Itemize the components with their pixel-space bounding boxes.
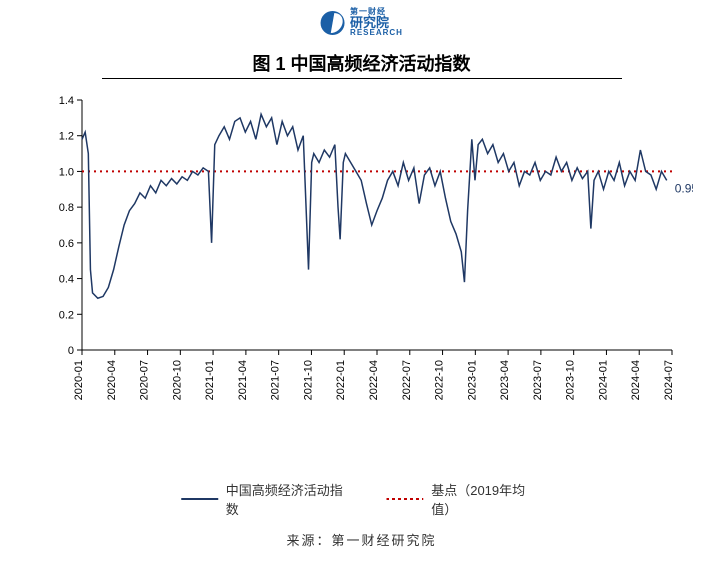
svg-text:2022-07: 2022-07 <box>401 360 413 400</box>
logo-sub: RESEARCH <box>350 29 403 37</box>
svg-text:0.6: 0.6 <box>59 238 74 250</box>
svg-text:2020-07: 2020-07 <box>139 360 151 400</box>
legend: 中国高频经济活动指数 基点（2019年均值） <box>181 480 543 518</box>
svg-text:2022-10: 2022-10 <box>434 360 446 400</box>
logo-text: 第一财经 研究院 RESEARCH <box>350 8 403 37</box>
svg-text:0.2: 0.2 <box>59 309 74 321</box>
svg-text:2020-01: 2020-01 <box>73 360 85 400</box>
svg-text:2024-04: 2024-04 <box>630 360 642 400</box>
svg-text:2022-01: 2022-01 <box>335 360 347 400</box>
svg-text:2021-04: 2021-04 <box>237 360 249 400</box>
svg-text:2023-10: 2023-10 <box>565 360 577 400</box>
svg-text:2020-04: 2020-04 <box>106 360 118 400</box>
logo-icon <box>320 11 344 35</box>
svg-text:1.4: 1.4 <box>59 95 74 107</box>
svg-text:2021-10: 2021-10 <box>302 360 314 400</box>
legend-series: 中国高频经济活动指数 <box>181 480 346 518</box>
svg-text:2024-01: 2024-01 <box>597 360 609 400</box>
svg-text:1.0: 1.0 <box>59 166 74 178</box>
chart-svg: 0 0.2 0.4 0.6 0.8 1.0 1.2 1.4 2020-01 2020-04 2020… <box>30 90 693 470</box>
svg-text:2020-10: 2020-10 <box>171 360 183 400</box>
legend-baseline: 基点（2019年均值） <box>386 480 542 518</box>
svg-text:0.8: 0.8 <box>59 202 74 214</box>
svg-text:2023-01: 2023-01 <box>466 360 478 400</box>
svg-text:1.2: 1.2 <box>59 131 74 143</box>
svg-text:2021-07: 2021-07 <box>270 360 282 400</box>
svg-text:0: 0 <box>68 345 74 357</box>
chart-title: 图 1 中国高频经济活动指数 <box>102 50 622 79</box>
svg-text:0.4: 0.4 <box>59 274 74 286</box>
source-text: 来源：第一财经研究院 <box>286 530 436 549</box>
svg-text:2022-04: 2022-04 <box>368 360 380 400</box>
legend-series-label: 中国高频经济活动指数 <box>226 480 346 518</box>
svg-text:0.95: 0.95 <box>675 181 693 195</box>
svg-text:2023-04: 2023-04 <box>499 360 511 400</box>
legend-baseline-label: 基点（2019年均值） <box>431 480 542 518</box>
svg-text:2021-01: 2021-01 <box>204 360 216 400</box>
legend-series-swatch <box>181 498 218 500</box>
header-logo: 第一财经 研究院 RESEARCH <box>320 8 403 37</box>
svg-text:2023-07: 2023-07 <box>532 360 544 400</box>
legend-baseline-swatch <box>386 498 423 500</box>
svg-text:2024-07: 2024-07 <box>663 360 675 400</box>
